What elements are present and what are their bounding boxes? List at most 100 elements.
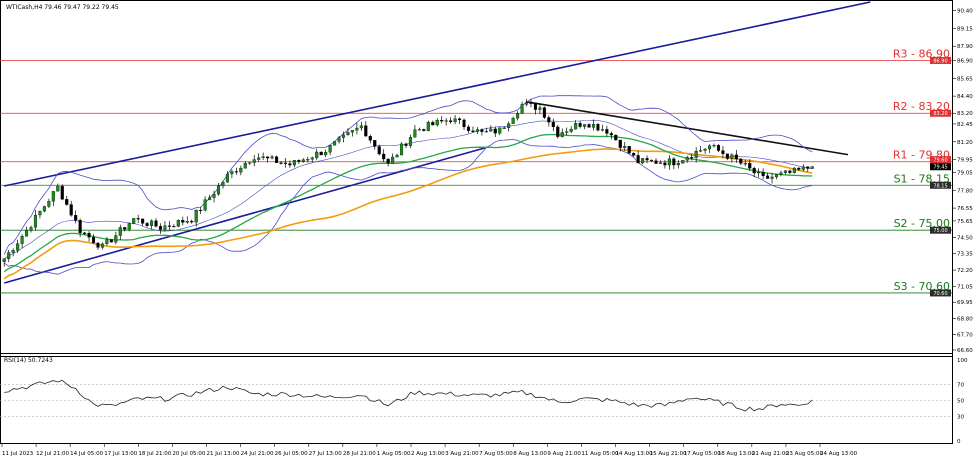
time-tick-label: 1 Aug 05:00 — [377, 451, 411, 457]
candle — [74, 210, 78, 224]
moving-averages — [3, 133, 813, 280]
candle — [569, 126, 573, 134]
candle — [221, 180, 225, 189]
rsi-tick-label: 30 — [957, 415, 964, 421]
candle — [42, 205, 46, 213]
ma-tag-box — [930, 156, 951, 164]
candle — [78, 218, 82, 238]
candle — [440, 116, 444, 124]
main-plot-frame — [0, 0, 953, 444]
rsi-panel: 100 70 50 30 0 — [0, 358, 968, 445]
candle — [716, 143, 721, 153]
candle — [529, 99, 533, 108]
candle-body — [158, 226, 163, 230]
candle-body — [105, 239, 109, 245]
candle — [583, 123, 587, 130]
time-tick-label: 17 Jul 13:00 — [104, 451, 137, 457]
candle — [797, 167, 801, 171]
candle — [225, 171, 229, 183]
candle-body — [212, 193, 216, 198]
current-price-tag-text: 79.45 — [933, 165, 947, 171]
candle — [7, 249, 11, 263]
candle — [16, 239, 20, 253]
candle — [471, 126, 475, 133]
candle — [636, 150, 640, 164]
candle-body — [471, 130, 475, 132]
candle — [520, 101, 524, 114]
level-tag-box — [930, 109, 951, 117]
candle-body — [520, 104, 524, 114]
candle — [658, 160, 663, 164]
candle-body — [600, 129, 604, 131]
candle-body — [368, 136, 372, 141]
candle-body — [301, 159, 305, 162]
time-tick-label: 8 Aug 13:00 — [513, 451, 547, 457]
candle-body — [118, 227, 122, 236]
candle — [234, 167, 238, 175]
candle-body — [748, 163, 752, 169]
candle-body — [605, 129, 609, 134]
candle-body — [797, 167, 801, 170]
time-tick-label: 3 Aug 21:00 — [445, 451, 479, 457]
price-tick-label: 76.55 — [957, 206, 973, 212]
price-tick-label: 74.50 — [957, 235, 973, 241]
candle-body — [766, 175, 770, 179]
candle — [649, 159, 654, 162]
candle — [699, 145, 703, 153]
candle — [310, 156, 314, 163]
candle-body — [801, 166, 805, 170]
candle-body — [2, 258, 6, 262]
candle-body — [779, 172, 783, 175]
candle — [449, 117, 453, 124]
candle — [96, 242, 100, 250]
ma-green-line — [3, 133, 813, 273]
candle — [292, 159, 296, 168]
candle — [766, 172, 770, 179]
candle-body — [542, 107, 546, 118]
candle-body — [511, 118, 515, 124]
candle-body — [292, 160, 296, 166]
candle — [87, 231, 91, 242]
candle-body — [739, 158, 743, 164]
candle-body — [458, 118, 462, 121]
candle — [725, 153, 729, 161]
rsi-tick-label: 50 — [957, 399, 964, 405]
candle-body — [355, 127, 359, 131]
candle — [739, 157, 743, 166]
candle-body — [11, 250, 15, 253]
candle — [194, 209, 198, 227]
candle-body — [565, 131, 569, 133]
price-tick-label: 73.35 — [957, 252, 973, 258]
candle-body — [194, 209, 198, 223]
candle — [721, 145, 725, 159]
level-tag-text: 78.15 — [933, 183, 947, 189]
candle-body — [274, 156, 279, 163]
candle — [431, 120, 435, 126]
candle-body — [324, 151, 328, 156]
candle-body — [806, 166, 810, 169]
level-tag-text: 83.20 — [933, 111, 947, 117]
candles — [2, 98, 814, 267]
candle — [757, 168, 761, 178]
candle — [748, 159, 752, 171]
candle-body — [386, 158, 390, 164]
candle-body — [350, 130, 354, 133]
price-tick-label: 90.40 — [957, 9, 973, 15]
candle-body — [538, 107, 542, 110]
candle — [69, 200, 73, 217]
candle-body — [181, 220, 185, 223]
time-tick-label: 11 Jul 2023 — [2, 451, 34, 457]
candle — [533, 103, 538, 115]
candle-body — [663, 162, 667, 166]
candle-body — [788, 170, 792, 173]
candle-body — [649, 159, 654, 161]
candle-body — [319, 151, 323, 156]
candle — [185, 216, 189, 224]
candle-body — [694, 150, 698, 158]
candle-body — [60, 186, 64, 200]
candle — [627, 146, 631, 154]
candle-body — [127, 223, 131, 230]
candle-body — [163, 225, 167, 230]
candle-body — [618, 139, 622, 148]
